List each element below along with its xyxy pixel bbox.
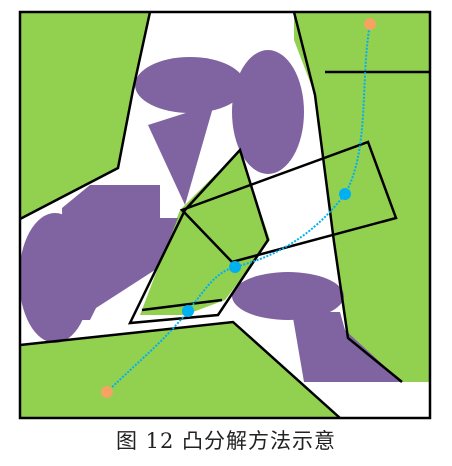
edge-top-right [292,11,403,383]
free-region-right-strip [348,72,430,382]
free-region-bottom-left [20,322,340,418]
obstacle-cross [62,185,178,320]
obstacle-bottom-ellipse [232,272,344,320]
obstacles [19,50,402,382]
obstacle-left-ellipse [19,213,91,343]
map-border [18,10,432,420]
waypoint [182,305,194,317]
edge-bottom-left [19,320,341,419]
decomposition-edges [18,10,432,420]
waypoint [229,261,241,273]
corridor-rect [179,140,398,264]
goal-point [364,18,376,30]
start-point [101,386,113,398]
obstacle-bottom-triangle [292,312,402,382]
waypoint [339,188,351,200]
obstacle-top-ellipse [135,57,245,113]
planned-path [106,23,371,393]
obstacle-right-ellipse [232,50,304,174]
figure-caption: 图 12 凸分解方法示意 [115,429,337,453]
edge-top-left [19,11,152,221]
obstacle-triangle [148,104,214,205]
corridor-quad [127,147,270,325]
edge-corridor-link [141,298,223,312]
